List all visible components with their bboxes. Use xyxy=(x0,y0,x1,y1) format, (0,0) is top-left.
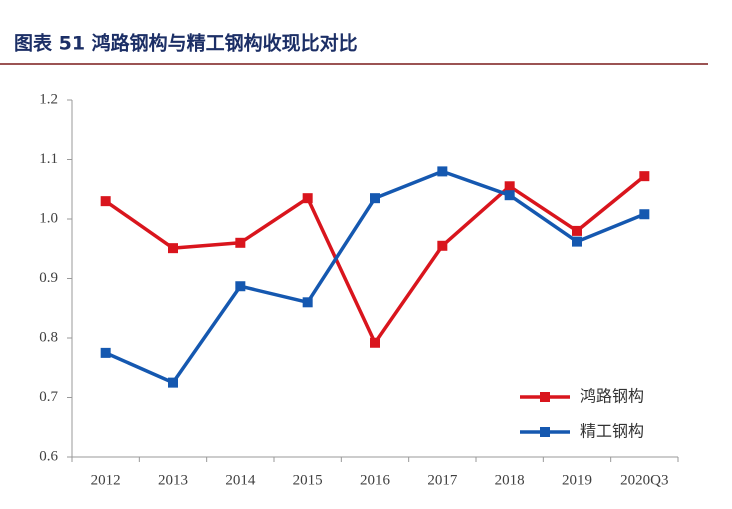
point xyxy=(100,196,111,207)
y-tick-label: 0.8 xyxy=(39,329,58,345)
point xyxy=(302,297,313,308)
y-tick-label: 0.7 xyxy=(39,389,58,405)
point xyxy=(302,193,313,204)
legend-marker xyxy=(540,427,550,437)
x-tick-label: 2014 xyxy=(225,472,256,488)
point xyxy=(100,347,111,358)
point xyxy=(437,166,448,177)
x-tick-label: 2012 xyxy=(91,472,121,488)
x-tick-label: 2016 xyxy=(360,472,391,488)
legend-marker xyxy=(540,392,550,402)
point xyxy=(168,377,178,388)
point xyxy=(370,193,380,204)
point xyxy=(504,181,515,192)
point xyxy=(572,225,582,236)
x-tick-label: 2013 xyxy=(158,472,188,488)
y-tick-label: 1.1 xyxy=(39,151,58,167)
point xyxy=(572,236,582,247)
x-tick-label: 2018 xyxy=(495,472,525,488)
chart-title: 图表 51 鸿路钢构与精工钢构收现比对比 xyxy=(14,32,358,55)
point xyxy=(437,240,448,251)
x-tick-label: 2019 xyxy=(562,472,592,488)
point xyxy=(235,237,246,248)
point xyxy=(504,190,515,201)
point xyxy=(235,281,246,292)
point xyxy=(370,337,380,348)
x-tick-label: 2017 xyxy=(427,472,458,488)
x-tick-label: 2015 xyxy=(293,472,323,488)
y-tick-label: 0.9 xyxy=(39,270,58,286)
legend-label: 鸿路钢构 xyxy=(580,387,644,406)
legend-label: 精工钢构 xyxy=(580,422,644,441)
point xyxy=(639,171,650,182)
point xyxy=(168,243,178,254)
y-tick-label: 1.0 xyxy=(39,210,58,226)
point xyxy=(639,209,650,220)
y-tick-label: 0.6 xyxy=(39,448,58,464)
y-tick-label: 1.2 xyxy=(39,91,58,107)
x-tick-label: 2020Q3 xyxy=(620,472,668,488)
